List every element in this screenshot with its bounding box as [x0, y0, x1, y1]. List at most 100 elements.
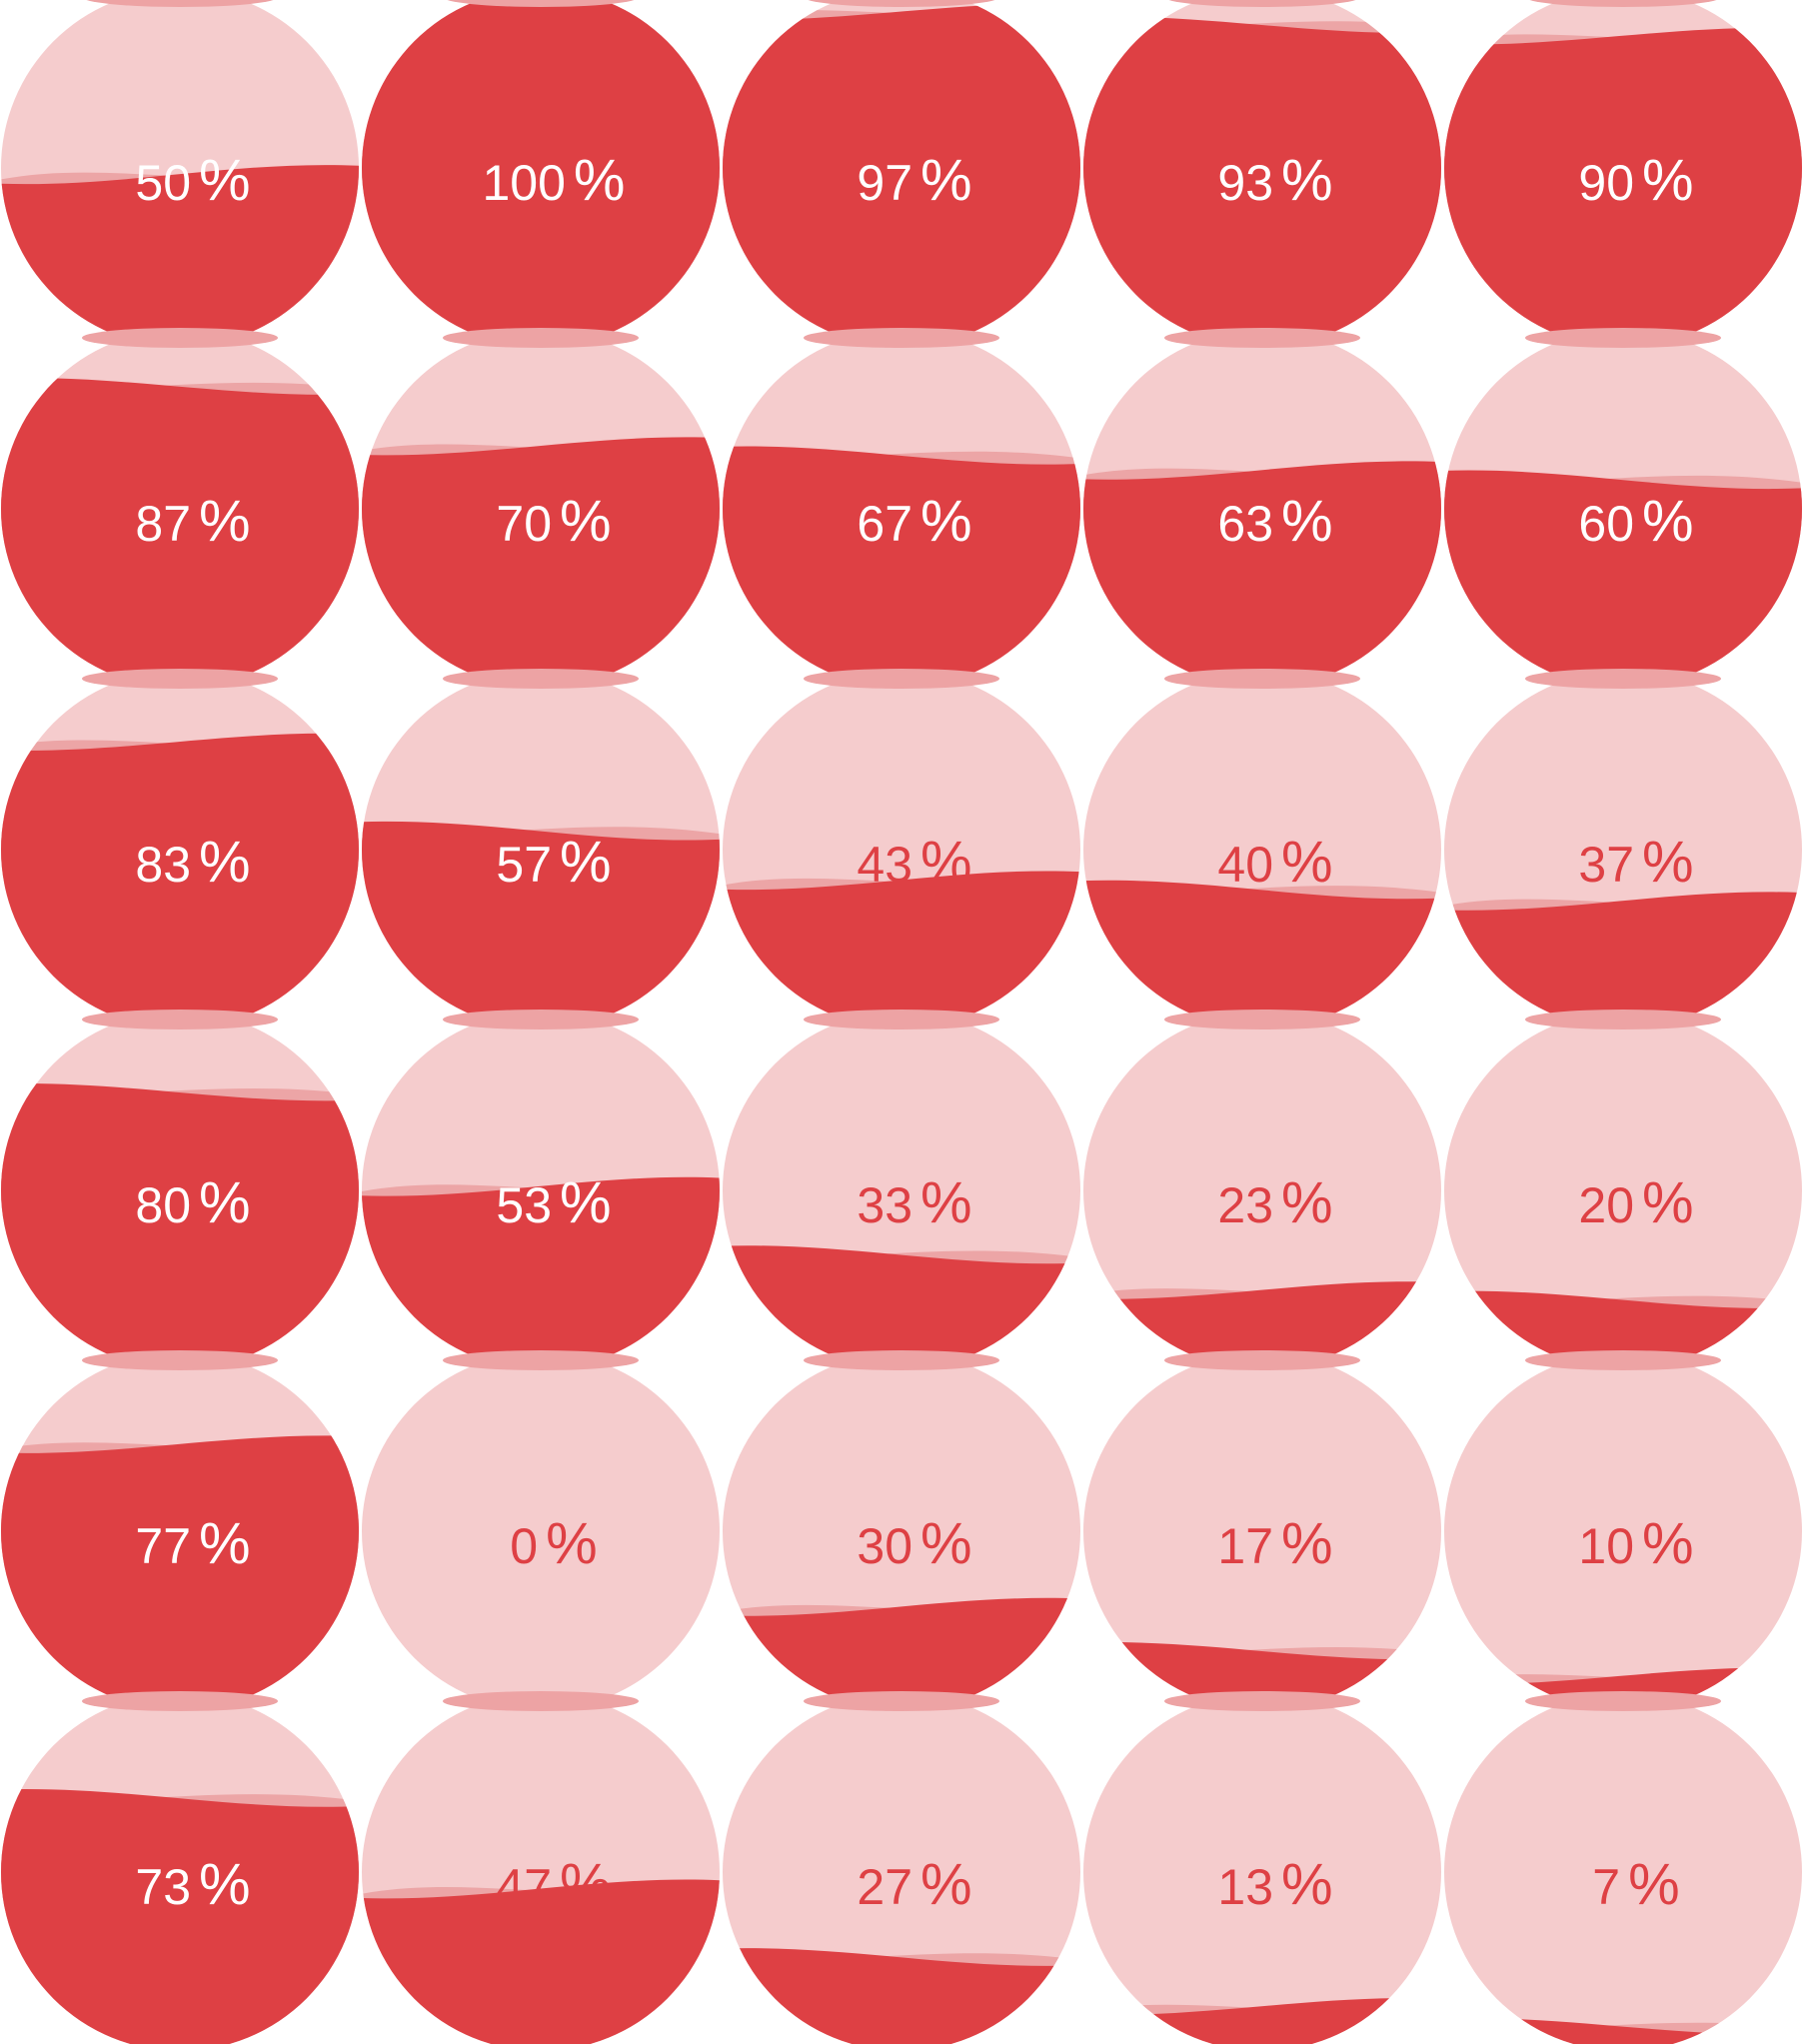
percent-value: 93 — [1217, 155, 1273, 211]
bowl-gauge: 0% — [362, 1350, 720, 1710]
percent-unit: % — [560, 830, 612, 895]
bowl-gauge: 57% — [362, 669, 720, 1028]
bowl-gauge: 73% — [1, 1691, 359, 2044]
liquid-fill — [723, 1245, 1080, 1369]
percent-label: 77% — [135, 1511, 250, 1576]
percent-value: 87 — [135, 496, 191, 552]
percent-value: 57 — [496, 837, 552, 893]
percent-label: 17% — [1217, 1511, 1332, 1576]
percent-label: 53% — [496, 1170, 611, 1235]
percent-value: 100 — [482, 155, 565, 211]
percent-value: 20 — [1578, 1177, 1634, 1233]
percent-label: 37% — [1578, 830, 1693, 895]
bowl-neck — [808, 0, 995, 7]
liquid-fill — [1083, 880, 1441, 1028]
bowl-gauge: 77% — [1, 1350, 359, 1710]
percent-label: 97% — [857, 148, 971, 213]
percent-label: 47% — [496, 1852, 611, 1917]
percent-label: 7% — [1592, 1852, 1679, 1917]
percent-label: 20% — [1578, 1170, 1693, 1235]
bowl-neck — [1164, 669, 1360, 689]
bowl-body — [1444, 1693, 1802, 2044]
bowl-neck — [82, 669, 278, 689]
bowl-neck — [1525, 1010, 1721, 1029]
bowl-neck — [804, 669, 999, 689]
percent-label: 13% — [1217, 1852, 1332, 1917]
percent-label: 67% — [857, 489, 971, 554]
percent-label: 27% — [857, 1852, 971, 1917]
percent-unit: % — [920, 1852, 972, 1917]
bowl-gauge: 10% — [1444, 1350, 1802, 1710]
bowl-gauge: 47% — [362, 1691, 720, 2044]
bowl-body — [1444, 1352, 1802, 1710]
percent-value: 23 — [1217, 1177, 1273, 1233]
percent-label: 63% — [1217, 489, 1332, 554]
liquid-fill — [362, 437, 720, 688]
bowl-neck — [1525, 1691, 1721, 1711]
bowl-neck — [1529, 0, 1717, 7]
bowl-gauge: 17% — [1083, 1350, 1441, 1710]
percent-unit: % — [560, 1170, 612, 1235]
bowl-gauge: 87% — [1, 328, 359, 688]
percent-value: 17 — [1217, 1518, 1273, 1574]
bowl-gauge: 27% — [723, 1691, 1080, 2044]
percent-value: 60 — [1578, 496, 1634, 552]
percent-value: 63 — [1217, 496, 1273, 552]
bowl-gauge: 90% — [1444, 0, 1802, 347]
percent-unit: % — [560, 489, 612, 554]
bowl-body — [1083, 1693, 1441, 2044]
liquid-fill — [1, 733, 359, 1028]
percent-unit: % — [1281, 830, 1333, 895]
percent-unit: % — [920, 1170, 972, 1235]
bowl-gauge: 30% — [723, 1350, 1080, 1710]
percent-unit: % — [546, 1511, 598, 1576]
bowl-neck — [86, 0, 274, 7]
percent-unit: % — [1281, 1511, 1333, 1576]
bowl-gauge: 70% — [362, 328, 720, 688]
bowl-neck — [1525, 669, 1721, 689]
percent-unit: % — [920, 489, 972, 554]
bowl-neck — [804, 1350, 999, 1370]
bowl-body — [1083, 1012, 1441, 1369]
percent-unit: % — [1642, 830, 1694, 895]
percent-label: 70% — [496, 489, 611, 554]
bowl-gauge: 100% — [362, 0, 720, 347]
bowl-neck — [82, 1010, 278, 1029]
percent-label: 80% — [135, 1170, 250, 1235]
percent-unit: % — [920, 830, 972, 895]
bowl-gauge: 23% — [1083, 1010, 1441, 1369]
liquid-fill — [1083, 461, 1441, 688]
percent-value: 10 — [1578, 1518, 1634, 1574]
percent-unit: % — [920, 148, 972, 213]
liquid-fill — [1, 1435, 359, 1710]
liquid-fill — [362, 1176, 720, 1369]
percent-value: 53 — [496, 1177, 552, 1233]
liquid-fill — [1, 1789, 359, 2044]
percent-value: 80 — [135, 1177, 191, 1233]
bowl-body — [1444, 1012, 1802, 1369]
liquid-fill — [723, 871, 1080, 1028]
percent-unit: % — [1281, 1170, 1333, 1235]
percent-label: 60% — [1578, 489, 1693, 554]
percent-unit: % — [199, 489, 251, 554]
bowl-gauge: 80% — [1, 1010, 359, 1369]
percent-unit: % — [199, 830, 251, 895]
percent-value: 73 — [135, 1859, 191, 1915]
bowl-gauge: 53% — [362, 1010, 720, 1369]
liquid-fill — [1, 1083, 359, 1369]
percent-value: 47 — [496, 1859, 552, 1915]
bowl-neck — [1164, 1010, 1360, 1029]
bowl-neck — [443, 1691, 639, 1711]
bowl-neck — [443, 1010, 639, 1029]
percent-value: 83 — [135, 837, 191, 893]
percent-unit: % — [1642, 148, 1694, 213]
percent-unit: % — [1628, 1852, 1680, 1917]
percent-unit: % — [574, 148, 626, 213]
percent-value: 7 — [1592, 1859, 1620, 1915]
bowl-neck — [443, 669, 639, 689]
bowl-neck — [82, 1350, 278, 1370]
bowl-neck — [1164, 328, 1360, 348]
bowl-body — [362, 1352, 720, 1710]
bowl-gauge: 60% — [1444, 328, 1802, 688]
percent-value: 43 — [857, 837, 912, 893]
